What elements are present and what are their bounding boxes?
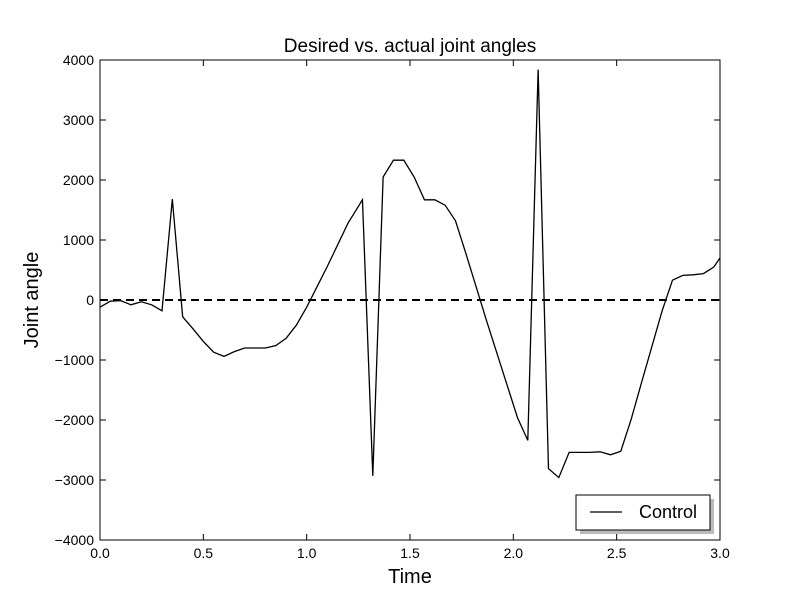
y-tick-label: 2000	[63, 172, 94, 188]
series-layer	[99, 69, 721, 479]
plot-area	[99, 59, 721, 541]
y-axis-label: Joint angle	[21, 252, 43, 349]
x-tick-label: 0.5	[194, 545, 214, 561]
y-tick-label: 4000	[63, 52, 94, 68]
y-tick-label: −2000	[55, 412, 95, 428]
x-tick-label: 2.0	[504, 545, 524, 561]
y-tick-label: 1000	[63, 232, 94, 248]
legend-label-control: Control	[639, 502, 697, 522]
x-tick-label: 3.0	[710, 545, 730, 561]
x-tick-label: 1.0	[297, 545, 317, 561]
x-tick-label: 1.5	[400, 545, 420, 561]
x-axis-label: Time	[388, 566, 432, 588]
y-tick-label: −4000	[55, 532, 95, 548]
chart-title: Desired vs. actual joint angles	[284, 36, 536, 57]
x-axis-ticks: 0.0 0.5 1.0 1.5 2.0 2.5 3.0	[90, 60, 730, 561]
x-tick-label: 2.5	[607, 545, 627, 561]
y-axis-ticks: 4000 3000 2000 1000 0 −1000 −2000 −3000 −4000	[55, 52, 720, 548]
x-tick-label: 0.0	[90, 545, 110, 561]
legend: Control	[575, 494, 714, 534]
y-tick-label: 0	[86, 292, 94, 308]
y-tick-label: −3000	[55, 472, 95, 488]
y-tick-label: −1000	[55, 352, 95, 368]
y-tick-label: 3000	[63, 112, 94, 128]
series-line-control	[99, 69, 721, 479]
